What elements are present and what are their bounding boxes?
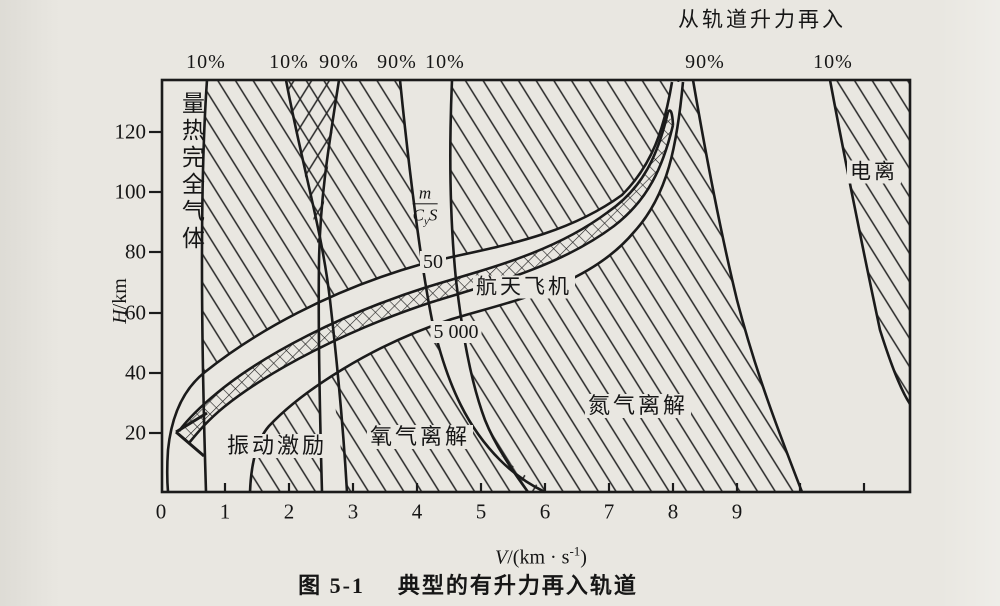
x-tick-2: 2 [283,499,295,524]
curve-shuttle-tip [666,109,675,126]
region-nitrogen-hatch [450,80,802,492]
curve-o2-90 [398,79,546,494]
top-annotation-from-orbit: 从轨道升力再入 [678,7,846,32]
pct-ion-10: 10% [813,51,853,73]
y-tick-20: 20 [125,420,146,445]
trajectory-arrowhead [175,411,208,458]
region-label-perfect-gas: 量热完全气体 [178,91,204,253]
y-tick-40: 40 [125,360,146,385]
curve-n2-90 [691,79,804,493]
curve-shuttle-lower [187,124,675,444]
x-tick-5: 5 [475,499,487,524]
pct-vib-10: 10% [186,51,226,73]
region-label-vibration: 振动激励 [223,434,331,458]
curve-o2-10 [284,79,349,493]
x-tick-3: 3 [347,499,359,524]
region-cross-vib-o2 [286,80,339,262]
pct-n2-90: 90% [685,51,725,73]
corridor-curves [165,81,685,493]
x-tick-1: 1 [219,499,231,524]
x-tick-8: 8 [667,499,679,524]
y-tick-80: 80 [125,239,146,264]
region-label-ionization: 电离 [847,160,901,184]
pct-o2-90: 90% [377,51,417,73]
y-tick-100: 100 [114,179,147,204]
curve-ionization-10 [828,79,912,405]
y-tick-120: 120 [114,119,147,144]
x-axis-ticks [223,483,866,492]
curve-corridor-5000 [248,81,685,493]
curve-vib-90 [317,79,341,493]
x-tick-0: 0 [155,499,167,524]
y-tick-60: 60 [125,300,146,325]
figure-caption: 图 5-1 典型的有升力再入轨道 [298,575,638,597]
contour-label-50: 50 [420,251,446,273]
figure-number: 图 5-1 [298,573,365,598]
ballistic-coefficient-fraction: m CyS [412,183,438,228]
y-axis-ticks [149,130,162,435]
y-axis-label: H/km [109,278,131,324]
x-tick-4: 4 [411,499,423,524]
x-tick-9: 9 [731,499,743,524]
region-label-oxygen: 氧气离解 [366,425,474,449]
region-cross-o2-n2 [500,455,545,492]
x-tick-7: 7 [603,499,615,524]
region-ionization-hatch [830,80,910,404]
curve-shuttle-upper [177,111,670,432]
shuttle-label: 航天飞机 [473,275,575,299]
pct-vib-90: 90% [319,51,359,73]
region-label-nitrogen: 氮气离解 [584,394,692,418]
x-tick-6: 6 [539,499,551,524]
figure-title: 典型的有升力再入轨道 [397,573,638,598]
curve-corridor-50 [165,81,674,493]
pct-o2-10: 10% [269,51,309,73]
x-axis-label: V/(km · s-1) [495,543,587,569]
pct-n2-10: 10% [425,51,465,73]
contour-label-5000: 5 000 [430,321,482,343]
plot-frame [160,78,912,494]
